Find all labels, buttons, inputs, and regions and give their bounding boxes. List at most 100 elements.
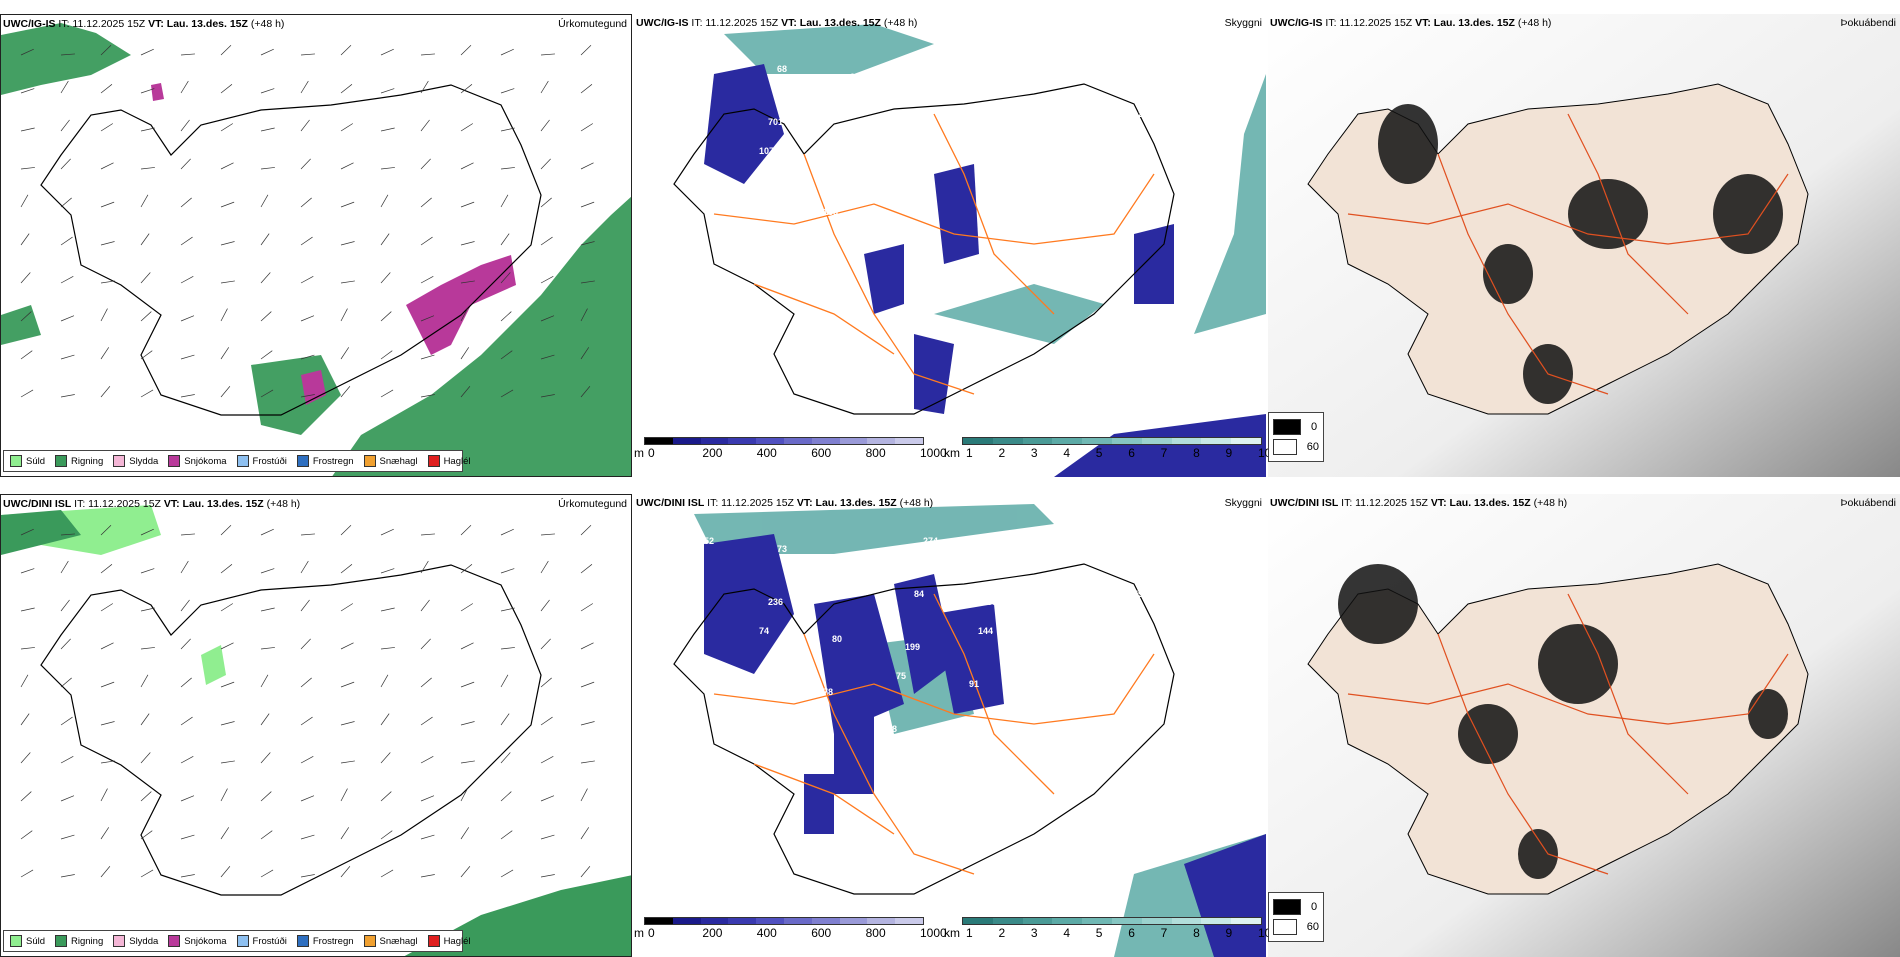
wind-barb	[20, 389, 34, 398]
wind-barb	[100, 308, 108, 322]
wind-barb	[300, 533, 315, 536]
cloud-base-value: 126	[704, 56, 719, 66]
wind-barb	[540, 394, 555, 398]
wind-barb	[340, 123, 354, 132]
wind-barb	[500, 830, 513, 840]
cloud-base-value: 76	[914, 109, 924, 119]
fog-panel-bottom: UWC/DINI ISL IT: 11.12.2025 15Z VT: Lau.…	[1268, 494, 1900, 957]
cloud-base-value: 93	[1060, 101, 1070, 111]
wind-barb	[580, 385, 591, 398]
wind-barb	[380, 752, 391, 764]
wind-barb	[20, 350, 33, 360]
wind-barb	[100, 564, 113, 574]
wind-barb	[100, 201, 115, 208]
wind-barbs	[20, 524, 595, 878]
wind-barb	[420, 394, 435, 398]
wind-barb	[420, 599, 430, 612]
wind-barb	[100, 385, 111, 398]
cloud-base-value: 123	[1206, 597, 1221, 607]
wind-barb	[20, 647, 35, 650]
wind-barb	[220, 681, 235, 688]
cloud-base-value: 274	[923, 536, 938, 546]
wind-barb	[100, 123, 114, 132]
wind-barb	[140, 127, 155, 132]
legend-swatch	[427, 935, 440, 947]
height-colorbar-bottom: 0 200 400 600 800 1000 m	[634, 917, 947, 940]
cloud-base-value: 113	[1188, 679, 1203, 689]
colorbar-tick-label: 6	[1128, 926, 1135, 940]
cloud-base-value: 100	[1206, 117, 1221, 127]
wind-barb	[460, 760, 475, 764]
wind-barb	[340, 347, 350, 360]
cloud-base-value: 80	[832, 634, 842, 644]
panel-header: UWC/IG-IS IT: 11.12.2025 15Z VT: Lau. 13…	[3, 18, 285, 30]
wind-barb	[380, 713, 390, 726]
wind-barb	[180, 533, 195, 536]
wind-barb	[500, 272, 511, 284]
cloud-visibility-panel-top: 126 68 25 105 16 16 168 53 701 69 76 10 93 12 100 107 12…	[634, 14, 1266, 477]
wind-barb	[420, 236, 433, 246]
wind-barb	[500, 233, 510, 246]
wind-barb	[260, 233, 270, 246]
wind-barb	[380, 647, 395, 650]
panel-title: Þokuábendi	[1840, 497, 1896, 509]
colorbar-tick-label: 5	[1095, 446, 1103, 460]
legend-swatch	[10, 455, 22, 467]
wind-barb	[140, 830, 153, 840]
wind-barb	[300, 677, 312, 688]
wind-barb	[140, 233, 150, 246]
wind-barb	[140, 389, 154, 398]
wind-barb	[20, 791, 32, 802]
wind-barb	[140, 88, 155, 94]
wind-barb	[380, 607, 395, 612]
wind-barb	[500, 713, 510, 726]
wind-barb	[380, 830, 393, 840]
roads	[713, 593, 1155, 875]
cloud-base-value: 236	[768, 597, 783, 607]
wind-barb	[500, 607, 515, 612]
wind-barb	[460, 721, 475, 726]
wind-barb	[220, 827, 230, 840]
wind-barb	[220, 201, 235, 208]
cloud-base-value: 135	[1197, 626, 1212, 636]
legend-label: Haglél	[443, 455, 471, 467]
wind-barb	[380, 194, 389, 208]
wind-barb	[100, 241, 115, 246]
wind-barb	[460, 865, 471, 878]
legend-swatch	[113, 455, 126, 467]
wind-barb	[420, 276, 434, 284]
wind-barb	[60, 276, 74, 284]
wind-barb	[60, 119, 70, 132]
iceland-land	[1307, 83, 1809, 415]
precip-map-top	[1, 23, 631, 476]
wind-barb	[540, 533, 555, 536]
wind-barb	[140, 311, 152, 322]
wind-barb	[580, 347, 590, 360]
wind-barb	[580, 162, 594, 170]
wind-barb	[460, 603, 474, 612]
wind-barb	[140, 713, 150, 726]
wind-barb	[220, 123, 234, 132]
wind-barb	[420, 158, 431, 170]
cloud-base-value: 144	[978, 626, 993, 636]
wind-barb	[60, 874, 75, 878]
wind-barb	[100, 865, 111, 878]
wind-barb	[100, 347, 110, 360]
wind-barb	[140, 752, 151, 764]
colorbar-tick-label: 0	[648, 926, 655, 940]
wind-barb	[420, 53, 435, 56]
wind-barb	[260, 272, 271, 284]
fog-dark-areas	[1338, 564, 1788, 879]
wind-barb	[340, 564, 353, 574]
wind-barb	[220, 721, 235, 726]
wind-barb	[60, 80, 69, 94]
cloud-map-bottom: 5273472742942291812792366584558279123748…	[673, 504, 1266, 957]
cloud-base-value: 68	[750, 679, 760, 689]
wind-barb	[140, 607, 155, 612]
wind-barb	[500, 791, 512, 802]
wind-barb	[100, 44, 112, 56]
colorbar-tick-label: 600	[811, 926, 832, 940]
wind-barb	[20, 528, 34, 536]
wind-barb	[140, 272, 151, 284]
wind-barb	[380, 869, 394, 878]
